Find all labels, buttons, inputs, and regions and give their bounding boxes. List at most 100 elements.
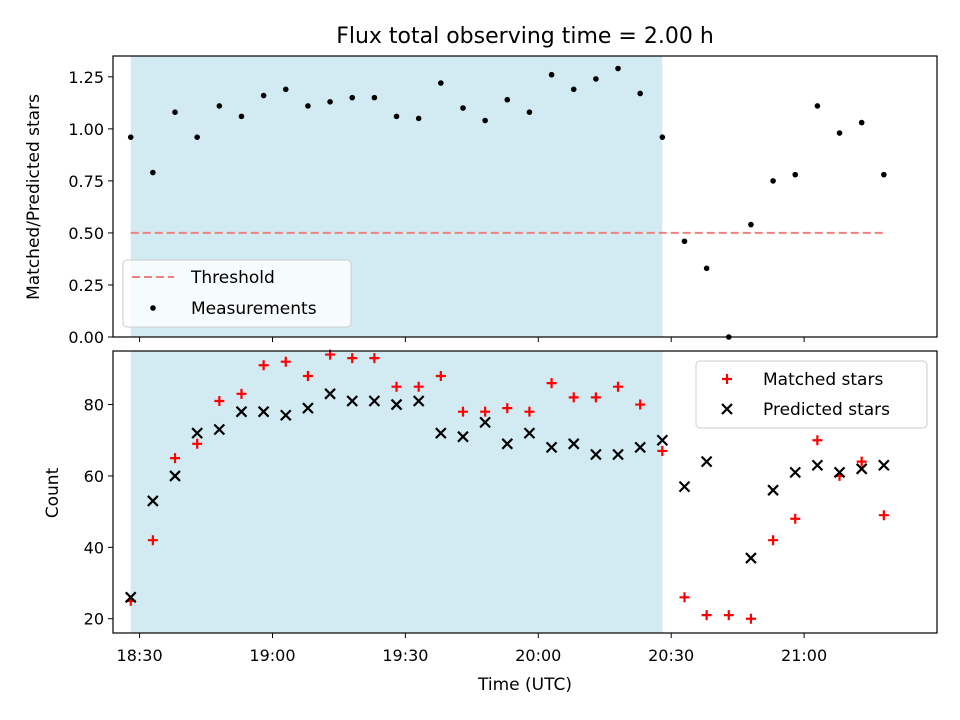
x-tick-label: 20:00 bbox=[515, 646, 561, 665]
matched-stars-point bbox=[170, 453, 181, 464]
measurement-point bbox=[371, 94, 378, 101]
bottom-panel: 20 40 60 80 18:30 19:00 19:30 20:00 20:30 21:00 Ma… bbox=[84, 349, 938, 665]
predicted-stars-point bbox=[324, 388, 336, 400]
measurement-point bbox=[172, 109, 178, 115]
matched-stars-point bbox=[502, 403, 513, 414]
matched-stars-point bbox=[590, 392, 601, 403]
matched-stars-point bbox=[391, 381, 402, 392]
predicted-stars-point bbox=[412, 395, 425, 407]
measurement-point bbox=[415, 115, 422, 122]
chart-title: Flux total observing time = 2.00 h bbox=[336, 24, 714, 49]
predicted-stars-point bbox=[545, 441, 558, 454]
x-axis-label: Time (UTC) bbox=[477, 675, 572, 695]
predicted-stars-point bbox=[767, 484, 779, 496]
measurement-point bbox=[238, 113, 245, 120]
top-y-axis-label: Matched/Predicted stars bbox=[24, 94, 44, 300]
matched-stars-point bbox=[214, 395, 225, 406]
predicted-stars-point bbox=[302, 402, 314, 414]
legend-predicted-swatch bbox=[721, 403, 733, 415]
matched-stars-point bbox=[413, 381, 424, 392]
predicted-stars-point bbox=[257, 405, 270, 418]
matched-stars-point bbox=[347, 353, 358, 364]
predicted-stars-point bbox=[590, 448, 602, 461]
predicted-stars-point bbox=[811, 459, 824, 472]
y-tick-label: 0.00 bbox=[68, 328, 104, 347]
measurement-point bbox=[393, 113, 400, 120]
measurement-point bbox=[216, 103, 223, 109]
matched-stars-point bbox=[701, 610, 712, 621]
axes-frame bbox=[112, 350, 938, 634]
predicted-stars-point bbox=[501, 438, 514, 450]
matched-stars-point bbox=[546, 378, 557, 389]
measurement-point bbox=[305, 103, 311, 109]
top-panel: 0.00 0.25 0.50 0.75 1.00 1.25 Threshold Measure… bbox=[68, 55, 938, 347]
predicted-stars-point bbox=[191, 427, 203, 439]
measurement-point bbox=[460, 105, 466, 111]
measurement-point bbox=[260, 92, 267, 99]
measurement-point bbox=[748, 221, 754, 228]
measurement-point bbox=[836, 130, 843, 136]
measurement-point bbox=[703, 265, 710, 272]
measurement-point bbox=[504, 96, 511, 103]
predicted-stars-point bbox=[124, 591, 137, 604]
x-tick-label: 20:30 bbox=[648, 646, 694, 665]
predicted-stars-point bbox=[678, 480, 691, 493]
matched-stars-point bbox=[613, 381, 624, 392]
matched-stars-point bbox=[679, 592, 690, 603]
predicted-stars-point bbox=[368, 395, 381, 407]
observing-window-shade bbox=[130, 351, 663, 633]
matched-stars-point bbox=[147, 535, 158, 546]
predicted-stars-point bbox=[279, 409, 292, 422]
legend-matched-label: Matched stars bbox=[763, 370, 883, 390]
measurement-point bbox=[438, 80, 444, 86]
predicted-stars-point bbox=[700, 455, 713, 468]
measurement-point bbox=[593, 76, 599, 82]
predicted-stars-point bbox=[523, 427, 536, 439]
x-tick-label: 19:30 bbox=[382, 646, 428, 665]
predicted-stars-point bbox=[634, 441, 646, 454]
matched-stars-point bbox=[302, 370, 313, 381]
measurement-point bbox=[615, 65, 621, 72]
legend-predicted-label: Predicted stars bbox=[763, 400, 890, 420]
predicted-stars-point bbox=[656, 434, 669, 447]
predicted-stars-point bbox=[147, 495, 159, 507]
measurement-point bbox=[327, 98, 333, 105]
x-tick-label: 19:00 bbox=[249, 646, 295, 665]
predicted-stars-point bbox=[789, 466, 802, 479]
predicted-stars-point bbox=[567, 438, 580, 450]
predicted-stars-point bbox=[169, 470, 181, 482]
measurement-point bbox=[570, 86, 577, 93]
x-tick-label: 21:00 bbox=[781, 646, 827, 665]
measurement-point bbox=[194, 134, 200, 140]
legend-measurement-swatch bbox=[150, 305, 156, 311]
y-tick-label: 0.50 bbox=[68, 224, 104, 243]
measurement-point bbox=[858, 119, 865, 126]
matched-stars-point bbox=[745, 613, 756, 624]
matched-stars-point bbox=[568, 392, 579, 403]
y-tick-label: 60 bbox=[84, 467, 104, 486]
matched-stars-point bbox=[480, 406, 491, 417]
matched-stars-point bbox=[280, 356, 291, 367]
matched-stars-point bbox=[657, 445, 668, 456]
predicted-stars-point bbox=[390, 398, 403, 411]
measurement-point bbox=[127, 134, 134, 140]
measurement-point bbox=[814, 103, 821, 109]
predicted-stars-point bbox=[235, 405, 248, 418]
measurement-point bbox=[770, 178, 776, 184]
measurement-point bbox=[482, 117, 488, 124]
y-tick-label: 40 bbox=[84, 538, 104, 557]
measurement-point bbox=[637, 90, 643, 97]
predicted-stars-point bbox=[612, 448, 624, 461]
predicted-stars-point bbox=[213, 423, 226, 436]
matched-stars-point bbox=[258, 360, 269, 371]
measurement-point bbox=[881, 171, 887, 178]
measurement-point bbox=[548, 71, 555, 78]
matched-stars-point bbox=[768, 535, 779, 546]
predicted-stars-point bbox=[745, 552, 757, 564]
predicted-stars-point bbox=[435, 427, 447, 439]
y-tick-label: 0.75 bbox=[68, 172, 104, 191]
matched-stars-point bbox=[878, 510, 889, 521]
measurement-point bbox=[282, 86, 289, 93]
measurement-point bbox=[792, 171, 799, 178]
predicted-stars-point bbox=[878, 459, 890, 472]
